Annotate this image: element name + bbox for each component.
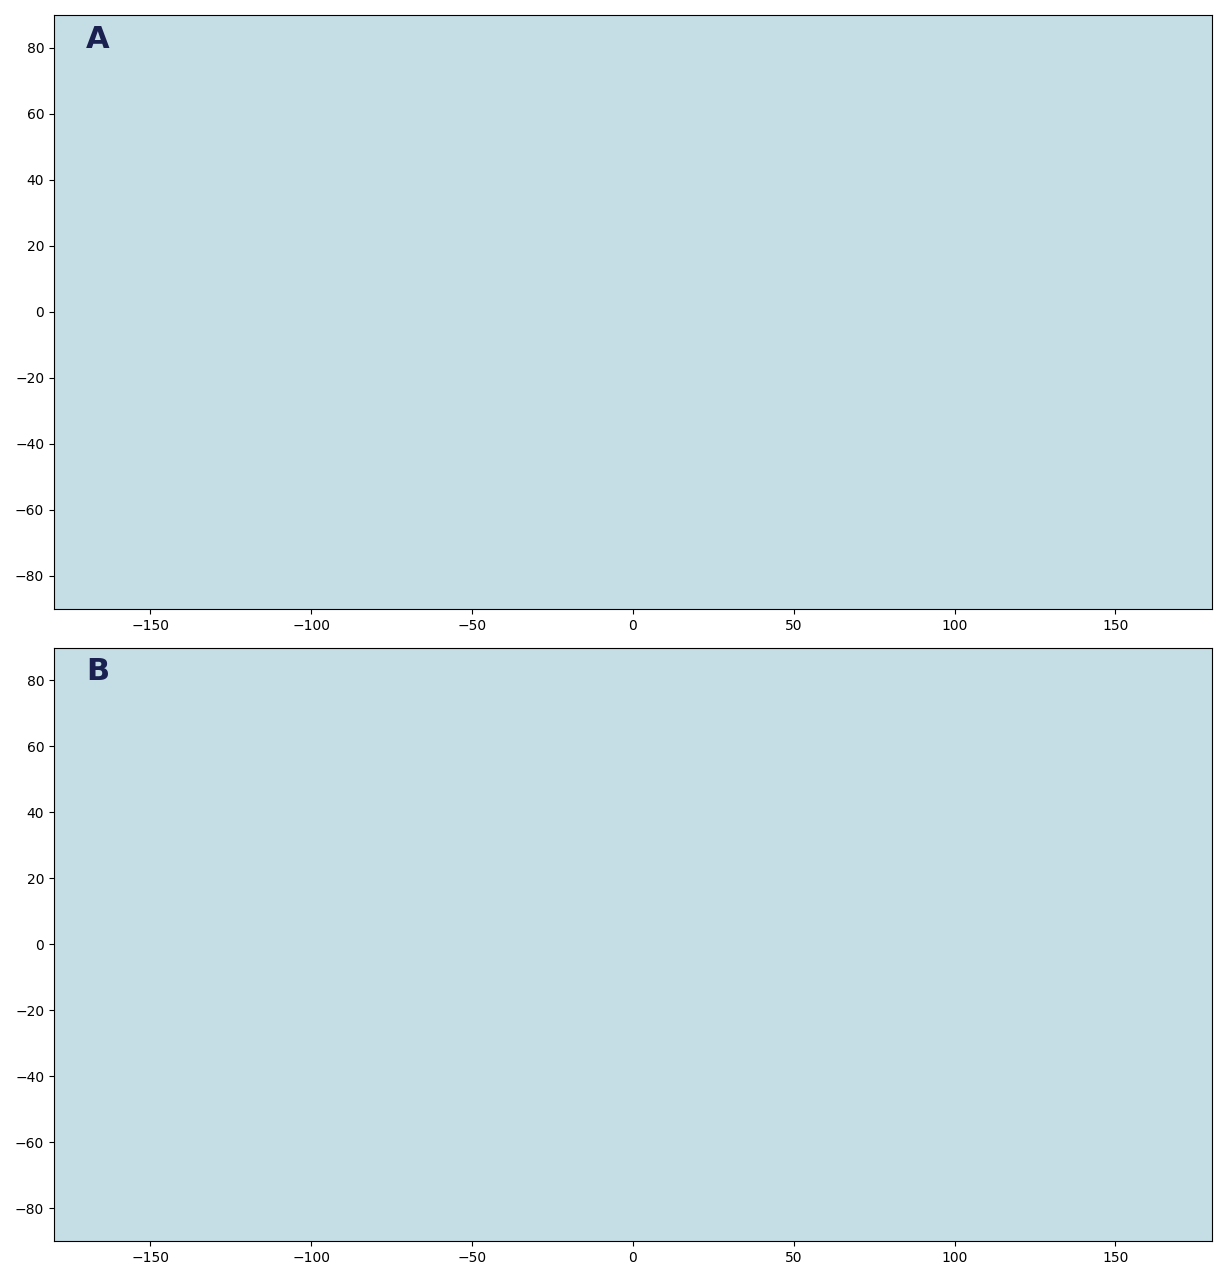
Text: B: B bbox=[86, 658, 109, 686]
Text: A: A bbox=[86, 26, 109, 54]
